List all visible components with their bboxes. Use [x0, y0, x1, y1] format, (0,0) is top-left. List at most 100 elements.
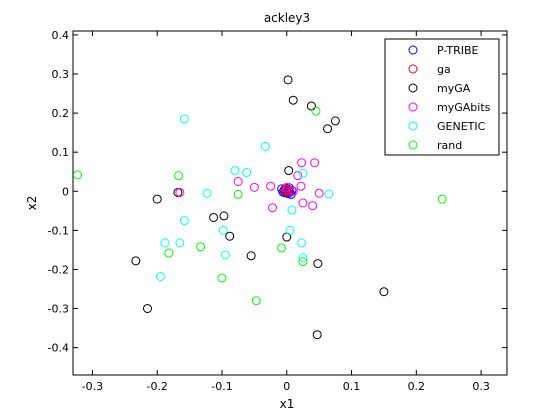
data-point-genetic — [260, 141, 270, 151]
legend-marker — [408, 83, 418, 93]
legend-item-rand: rand — [408, 139, 462, 152]
data-point-mygabits — [296, 181, 306, 191]
data-point-genetic — [179, 114, 189, 124]
y-tick-label: 0.1 — [52, 146, 70, 159]
data-point-genetic — [242, 168, 252, 178]
x-tick-label: -0.2 — [146, 380, 167, 393]
series-genetic — [155, 114, 334, 281]
y-tick-label: 0.3 — [52, 68, 70, 81]
y-tick-label: 0.2 — [52, 107, 70, 120]
data-point-rand — [251, 296, 261, 306]
data-point-myga — [306, 101, 316, 111]
data-point-mygabits — [293, 171, 303, 181]
data-point-genetic — [285, 225, 295, 235]
y-tick-label: -0.2 — [48, 263, 69, 276]
legend-marker — [408, 102, 418, 112]
data-point-rand — [196, 242, 206, 252]
legend-label: ga — [437, 63, 451, 76]
legend: P-TRIBE ga myGA myGAbits GENETIC rand — [384, 38, 500, 156]
y-tick-label: -0.3 — [48, 303, 69, 316]
data-point-genetic — [298, 253, 308, 263]
data-point-genetic — [160, 238, 170, 248]
y-tick-label: 0.4 — [52, 29, 70, 42]
chart-title: ackley3 — [264, 11, 310, 25]
series-rand — [73, 106, 447, 306]
data-point-myga — [246, 251, 256, 261]
data-point-mygabits — [249, 182, 259, 192]
data-point-rand — [277, 243, 287, 253]
data-point-rand — [73, 170, 83, 180]
legend-marker — [408, 121, 418, 131]
data-point-myga — [313, 259, 323, 269]
legend-marker — [408, 64, 418, 74]
data-point-myga — [288, 95, 298, 105]
data-point-rand — [437, 194, 447, 204]
data-point-mygabits — [308, 201, 318, 211]
series-myga — [131, 75, 389, 340]
legend-label: rand — [437, 139, 462, 152]
data-point-genetic — [202, 188, 212, 198]
x-tick-label: 0.2 — [408, 380, 426, 393]
data-point-myga — [219, 211, 229, 221]
data-point-genetic — [155, 271, 165, 281]
data-point-myga — [323, 124, 333, 134]
y-tick-label: -0.4 — [48, 342, 69, 355]
data-point-rand — [217, 273, 227, 283]
x-axis-label: x1 — [280, 397, 295, 411]
data-point-mygabits — [233, 177, 243, 186]
legend-label: myGAbits — [437, 101, 491, 114]
data-point-rand — [164, 248, 174, 258]
data-point-rand — [311, 106, 321, 116]
x-tick-label: 0.1 — [343, 380, 361, 393]
data-point-mygabits — [288, 186, 298, 196]
data-point-myga — [131, 256, 141, 266]
data-point-myga — [142, 304, 152, 314]
data-point-mygabits — [297, 158, 307, 168]
x-tick-label: 0 — [283, 380, 290, 393]
data-point-mygabits — [310, 158, 320, 168]
data-point-genetic — [287, 205, 297, 215]
data-point-myga — [284, 166, 294, 176]
y-tick-label: 0 — [62, 185, 69, 198]
x-tick-label: 0.3 — [472, 380, 490, 393]
data-point-genetic — [298, 168, 308, 178]
x-tick-label: -0.1 — [211, 380, 232, 393]
data-point-genetic — [175, 238, 185, 248]
y-axis: -0.4 -0.3 -0.2 -0.1 0 0.1 0.2 0.3 0.4 — [48, 29, 507, 355]
data-point-mygabits — [314, 188, 324, 198]
legend-label: GENETIC — [437, 120, 486, 133]
data-point-mygabits — [282, 182, 292, 192]
data-point-rand — [233, 189, 243, 199]
data-point-genetic — [179, 216, 189, 226]
data-point-genetic — [230, 166, 240, 176]
data-point-genetic — [220, 250, 230, 260]
legend-label: P-TRIBE — [437, 44, 479, 57]
x-axis: -0.3 -0.2 -0.1 0 0.1 0.2 0.3 — [82, 31, 490, 393]
data-point-rand — [174, 171, 184, 181]
legend-label: myGA — [437, 82, 471, 95]
data-point-myga — [283, 75, 293, 85]
data-point-myga — [379, 287, 389, 297]
data-points — [73, 75, 447, 340]
legend-item-ga: ga — [408, 63, 451, 76]
data-point-genetic — [218, 225, 228, 235]
data-point-myga — [225, 231, 235, 241]
y-axis-label: x2 — [25, 196, 39, 211]
data-point-myga — [152, 194, 162, 204]
data-point-myga — [312, 330, 322, 340]
data-point-genetic — [324, 189, 334, 199]
data-point-genetic — [297, 238, 307, 248]
data-point-mygabits — [298, 198, 308, 208]
legend-item-genetic: GENETIC — [408, 120, 486, 133]
legend-item-mygabits: myGAbits — [408, 101, 491, 114]
legend-item-myga: myGA — [408, 82, 471, 95]
legend-item-p-tribe: P-TRIBE — [408, 44, 479, 57]
y-tick-label: -0.1 — [48, 224, 69, 237]
data-point-mygabits — [268, 203, 278, 213]
x-tick-label: -0.3 — [82, 380, 103, 393]
data-point-myga — [330, 116, 340, 126]
legend-marker — [408, 140, 418, 150]
legend-box — [384, 38, 500, 156]
